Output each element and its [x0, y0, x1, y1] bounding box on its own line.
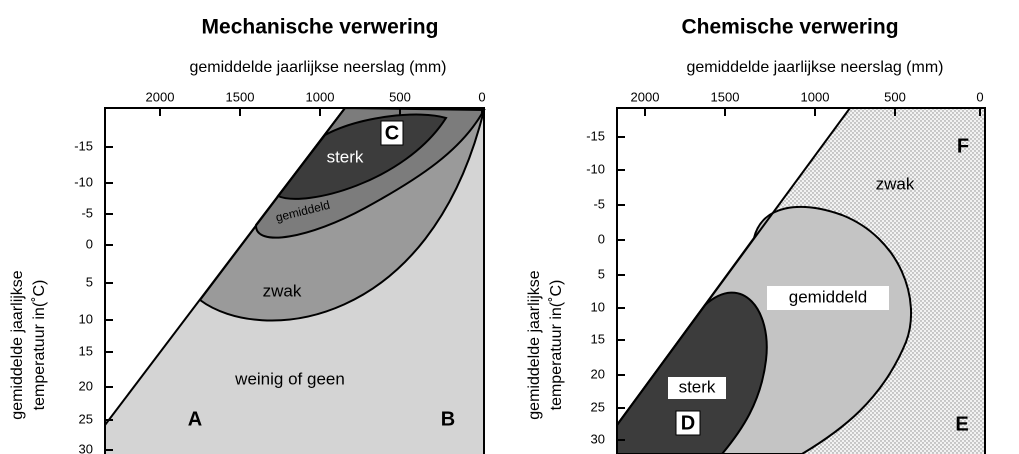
y-tick-label: 30 [591, 431, 605, 446]
panel-chemisch: Chemische verwering gemiddelde jaarlijks… [616, 16, 986, 454]
y-tick-label: 5 [86, 274, 93, 289]
y-tick-label: 0 [598, 231, 605, 246]
x-tick-label: 2000 [631, 89, 660, 104]
y-tick-label: 5 [598, 266, 605, 281]
region-sterk [276, 113, 448, 200]
y-tick-label: 15 [79, 343, 93, 358]
x-tick-label: 0 [478, 89, 485, 104]
x-tick-label: 500 [389, 89, 411, 104]
label-zwak: zwak [876, 174, 915, 193]
frame [616, 107, 986, 454]
corner-e: E [955, 413, 968, 435]
box-sterk [668, 377, 726, 399]
box-gemiddeld [767, 286, 889, 310]
y-label: gemiddelde jaarlijkse [9, 270, 26, 420]
corner-d: D [681, 412, 695, 434]
y-tick-label: -10 [586, 161, 605, 176]
y-tick-label: -5 [81, 205, 93, 220]
x-tick-label: 0 [976, 89, 983, 104]
x-tick-label: 1500 [226, 89, 255, 104]
y-label: temperatuur in(˚C) [548, 280, 565, 411]
x-tick-label: 500 [884, 89, 906, 104]
title: Chemische verwering [681, 16, 898, 39]
y-tick-label: 30 [79, 441, 93, 454]
label-gemiddeld: gemiddeld [789, 287, 867, 306]
x-label: gemiddelde jaarlijkse neerslag (mm) [687, 59, 944, 76]
label-sterk: sterk [679, 377, 716, 396]
y-tick-label: -15 [586, 128, 605, 143]
label-sterk: sterk [327, 147, 364, 166]
x-tick-label: 1000 [801, 89, 830, 104]
corner-f: F [957, 135, 969, 157]
box-c [380, 120, 404, 146]
title: Mechanische verwering [202, 16, 439, 39]
y-tick-label: 25 [591, 399, 605, 414]
x-tick-label: 1000 [306, 89, 335, 104]
y-tick-label: 25 [79, 411, 93, 426]
corner-a: A [188, 408, 202, 430]
x-tick-label: 1500 [711, 89, 740, 104]
label-weinig: weinig of geen [234, 369, 345, 388]
corner-b: B [441, 408, 455, 430]
label-zwak: zwak [263, 281, 302, 300]
y-tick-label: 20 [591, 366, 605, 381]
box-d [675, 410, 701, 436]
region-sterk [616, 291, 768, 454]
x-label: gemiddelde jaarlijkse neerslag (mm) [190, 59, 447, 76]
y-tick-label: 0 [86, 236, 93, 251]
y-tick-label: 10 [79, 311, 93, 326]
y-tick-label: -15 [74, 138, 93, 153]
y-tick-label: 10 [591, 299, 605, 314]
corner-c: C [385, 122, 399, 144]
diagonal [616, 107, 851, 426]
frame [104, 107, 485, 454]
y-tick-label: 20 [79, 378, 93, 393]
y-tick-label: -10 [74, 174, 93, 189]
y-label: gemiddelde jaarlijkse [526, 270, 543, 420]
x-tick-label: 2000 [146, 89, 175, 104]
y-tick-label: 15 [591, 331, 605, 346]
panel-mechanisch: Mechanische verwering gemiddelde jaarlij… [104, 16, 486, 454]
y-label: temperatuur in(˚C) [31, 280, 48, 411]
y-tick-label: -5 [593, 196, 605, 211]
diagonal [104, 107, 346, 426]
